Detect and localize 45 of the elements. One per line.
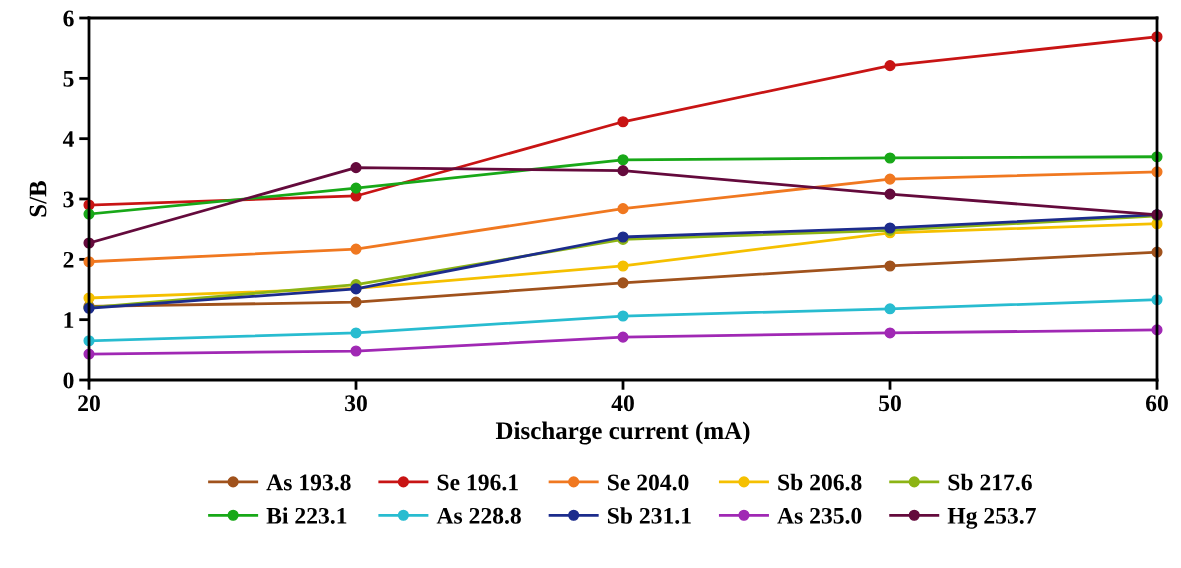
y-tick-label: 2 — [63, 251, 74, 268]
point — [617, 154, 629, 166]
y-tick-label: 1 — [64, 312, 74, 328]
y-tick-label: 4 — [62, 131, 74, 147]
point — [884, 173, 896, 185]
y-tick-label: 6 — [63, 10, 74, 27]
legend-label: Sb 231.1 — [607, 507, 691, 524]
legend-label: Bi 223.1 — [266, 507, 347, 524]
legend-label: Sb 217.6 — [948, 473, 1032, 491]
x-tick-label: 40 — [611, 395, 634, 412]
x-tick-label: 60 — [1146, 395, 1168, 412]
x-tick-label: 20 — [78, 395, 100, 412]
point — [350, 162, 362, 174]
y-tick-label: 0 — [63, 372, 74, 389]
legend-label: Hg 253.7 — [947, 507, 1036, 529]
point — [617, 310, 629, 322]
point — [350, 182, 362, 194]
point — [617, 203, 629, 215]
point — [884, 327, 896, 339]
y-tick-label: 5 — [63, 71, 74, 87]
point — [617, 277, 629, 289]
point — [617, 260, 629, 272]
point — [617, 331, 629, 343]
legend-label: As 193.8 — [266, 474, 351, 491]
legend-label: As 235.0 — [777, 507, 862, 524]
x-axis-title: Discharge current (mA) — [495, 421, 750, 445]
point — [617, 116, 629, 128]
legend-label: Se 204.0 — [607, 474, 689, 491]
point — [350, 243, 362, 255]
point — [884, 60, 896, 72]
legend-label: As 228.8 — [436, 507, 521, 524]
legend-label: Se 196.1 — [437, 474, 518, 491]
legend-label: Sb 206.8 — [778, 473, 862, 491]
point — [350, 327, 362, 339]
point — [617, 165, 629, 177]
y-axis-title: S/B — [29, 180, 47, 217]
point — [884, 260, 896, 272]
point — [350, 345, 362, 357]
y-tick-label: 3 — [63, 191, 74, 208]
x-tick-label: 30 — [345, 395, 367, 412]
x-tick-label: 50 — [879, 395, 901, 412]
point — [350, 296, 362, 308]
point — [884, 303, 896, 315]
point — [884, 188, 896, 200]
point — [884, 152, 896, 164]
